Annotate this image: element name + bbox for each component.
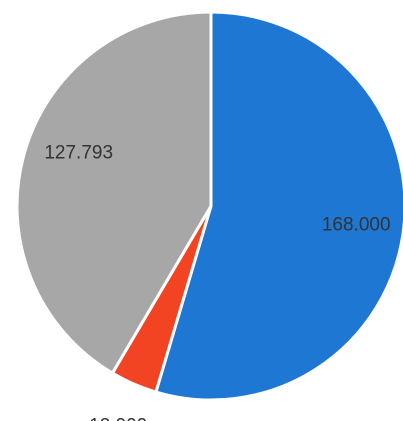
pie-slice-label-1: 168.000	[322, 215, 391, 236]
pie-slices	[15, 10, 403, 402]
pie-slice-3	[15, 10, 213, 375]
pie-slice-label-3: 127.793	[44, 142, 113, 163]
pie-slice-label-2: 12.000	[89, 415, 147, 421]
pie-labels: 168.000 12.000 127.793	[44, 142, 390, 421]
